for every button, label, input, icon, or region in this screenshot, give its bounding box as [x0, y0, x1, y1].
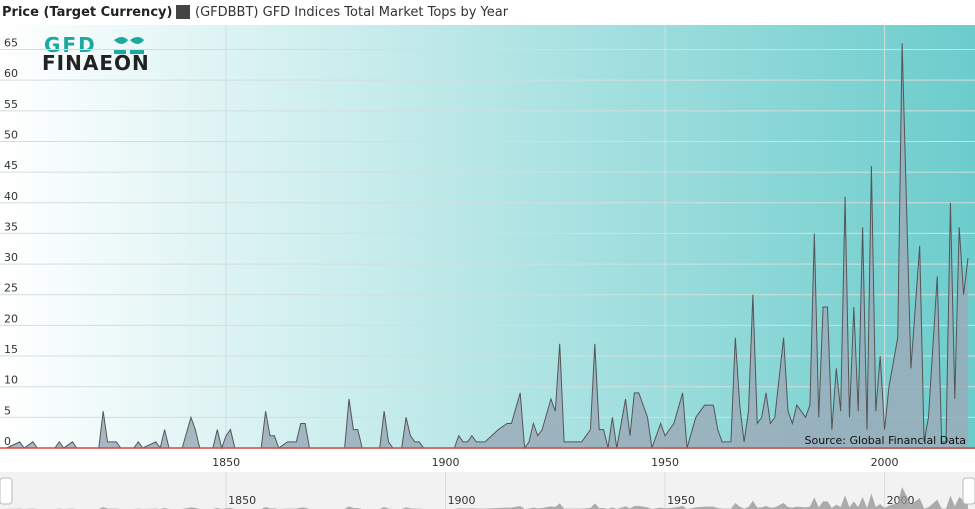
navigator-handle[interactable]: [962, 477, 975, 505]
logo-top: GFD: [44, 33, 97, 57]
legend-label[interactable]: (GFDBBT) GFD Indices Total Market Tops b…: [195, 5, 509, 20]
navigator-tick-label: 1850: [228, 494, 256, 507]
x-tick-label: 2000: [871, 456, 899, 469]
y-axis-title: Price (Target Currency): [2, 5, 172, 20]
logo-leaves: [114, 37, 144, 54]
navigator-handle[interactable]: [0, 477, 13, 505]
logo: GFD FINAEON: [42, 33, 150, 75]
navigator-tick-label: 1900: [448, 494, 476, 507]
navigator-area: [6, 487, 968, 509]
x-tick-label: 1850: [212, 456, 240, 469]
x-tick-label: 1900: [432, 456, 460, 469]
y-tick-label: 60: [4, 67, 18, 80]
navigator-tick-label: 1950: [667, 494, 695, 507]
y-tick-label: 40: [4, 190, 18, 203]
y-tick-label: 45: [4, 159, 18, 172]
legend-swatch[interactable]: [176, 5, 190, 19]
logo-bottom: FINAEON: [42, 51, 150, 75]
y-tick-label: 10: [4, 374, 18, 387]
y-tick-label: 20: [4, 312, 18, 325]
x-tick-label: 1950: [651, 456, 679, 469]
y-tick-label: 0: [4, 435, 11, 448]
y-tick-label: 25: [4, 282, 18, 295]
y-tick-label: 50: [4, 128, 18, 141]
source: Source: Global Financial Data: [805, 434, 967, 447]
y-tick-label: 55: [4, 98, 18, 111]
y-tick-label: 30: [4, 251, 18, 264]
y-tick-label: 35: [4, 220, 18, 233]
y-tick-label: 15: [4, 343, 18, 356]
area: [6, 43, 968, 448]
y-tick-label: 65: [4, 37, 18, 50]
y-tick-label: 5: [4, 404, 11, 417]
